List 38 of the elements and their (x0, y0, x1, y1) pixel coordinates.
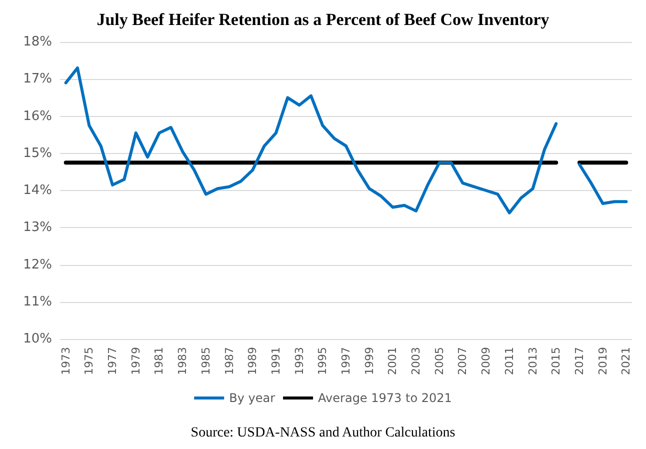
x-tick-label: 2015 (550, 347, 563, 375)
x-tick-label: 1995 (316, 347, 330, 375)
source-note: Source: USDA-NASS and Author Calculations (190, 426, 456, 440)
x-tick-label: 1989 (246, 347, 260, 375)
chart-title: July Beef Heifer Retention as a Percent of Beef Cow Inventory (96, 10, 550, 29)
y-tick-label: 15% (23, 146, 52, 161)
x-tick-label: 1979 (129, 347, 142, 375)
x-tick-label: 1977 (106, 347, 120, 375)
x-tick-label: 1999 (362, 347, 376, 375)
y-tick-label: 18% (23, 34, 52, 50)
x-tick-label: 2001 (386, 347, 400, 375)
y-tick-label: 10% (23, 332, 52, 346)
y-tick-label: 13% (23, 220, 52, 236)
y-tick-label: 14% (23, 183, 52, 198)
x-tick-label: 1973 (59, 347, 72, 375)
x-tick-label: 2005 (432, 347, 446, 375)
x-tick-label: 2017 (572, 347, 586, 375)
x-tick-label: 2009 (480, 347, 493, 375)
x-tick-label: 2007 (456, 347, 470, 375)
x-tick-label: 1985 (199, 347, 212, 375)
x-tick-label: 1983 (176, 347, 190, 375)
y-tick-label: 12% (23, 257, 52, 272)
x-tick-label: 1975 (82, 347, 96, 375)
x-tick-label: 2003 (410, 347, 423, 375)
x-tick-label: 2011 (502, 347, 516, 375)
y-tick-label: 11% (23, 294, 52, 310)
x-tick-label: 1991 (269, 347, 282, 375)
y-tick-label: 17% (23, 72, 52, 87)
x-tick-label: 2021 (620, 347, 633, 375)
y-tick-label: 16% (23, 108, 52, 124)
x-tick-label: 1993 (292, 347, 306, 375)
legend-label: By year (229, 391, 276, 405)
x-tick-label: 2013 (526, 347, 540, 375)
x-tick-label: 1981 (152, 347, 166, 375)
x-tick-label: 1997 (340, 347, 352, 375)
x-tick-label: 1987 (222, 347, 236, 375)
legend-label: Average 1973 to 2021 (318, 391, 452, 405)
x-tick-label: 2019 (596, 347, 610, 375)
